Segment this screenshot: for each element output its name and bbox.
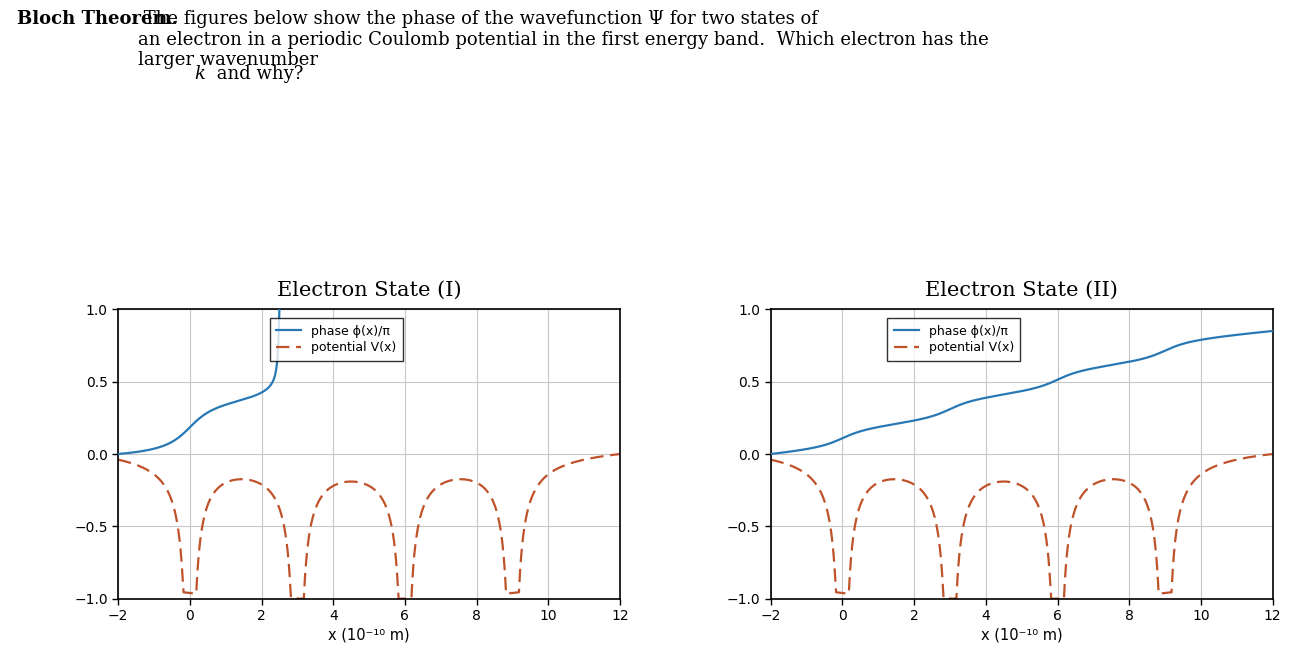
Text: The figures below show the phase of the wavefunction Ψ for two states of
an elec: The figures below show the phase of the … — [138, 10, 988, 70]
Legend: phase ϕ(x)/π, potential V(x): phase ϕ(x)/π, potential V(x) — [270, 318, 403, 361]
X-axis label: x (10⁻¹⁰ m): x (10⁻¹⁰ m) — [328, 627, 409, 642]
Title: Electron State (I): Electron State (I) — [277, 280, 462, 299]
Text: k: k — [194, 65, 205, 83]
Legend: phase ϕ(x)/π, potential V(x): phase ϕ(x)/π, potential V(x) — [887, 318, 1021, 361]
Title: Electron State (II): Electron State (II) — [925, 280, 1118, 299]
Text: Bloch Theorem.: Bloch Theorem. — [17, 10, 178, 28]
X-axis label: x (10⁻¹⁰ m): x (10⁻¹⁰ m) — [981, 627, 1063, 642]
Text: and why?: and why? — [211, 65, 303, 83]
